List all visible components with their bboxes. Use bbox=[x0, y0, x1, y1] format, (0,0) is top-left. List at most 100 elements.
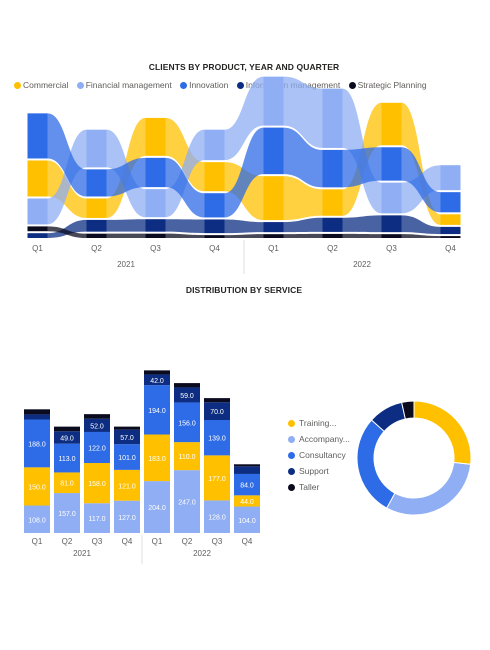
ribbon-chart-card: CLIENTS BY PRODUCT, YEAR AND QUARTER Com… bbox=[8, 52, 480, 278]
legend-item-innovation[interactable]: Innovation bbox=[180, 80, 228, 90]
bar-segment-consultancy bbox=[84, 431, 110, 464]
bar-segment-consultancy bbox=[234, 473, 260, 496]
donut-chart-plot bbox=[356, 400, 472, 516]
legend-label: Consultancy bbox=[299, 450, 346, 460]
ribbon-bar-financial-management bbox=[86, 129, 107, 168]
ribbon-bar-information-management bbox=[263, 222, 284, 233]
legend-item-financial-management[interactable]: Financial management bbox=[76, 80, 172, 90]
data-label: 157.0 bbox=[58, 511, 76, 518]
bar-segment-accompany bbox=[204, 500, 230, 533]
ribbon-financial-management bbox=[224, 76, 264, 161]
ribbon-information-management bbox=[106, 219, 146, 232]
legend-item-training[interactable]: Training... bbox=[288, 418, 350, 428]
legend-dot-financial-management bbox=[76, 81, 84, 89]
x-tick-label: Q3 bbox=[386, 244, 397, 253]
legend-item-strategic-planning[interactable]: Strategic Planning bbox=[348, 80, 427, 90]
bar-segment-support bbox=[24, 414, 50, 420]
ribbon-innovation bbox=[342, 147, 382, 188]
ribbon-bar-commercial bbox=[440, 214, 461, 225]
x-tick-label: Q2 bbox=[91, 244, 102, 253]
data-label: 57.0 bbox=[120, 435, 134, 442]
bar-segment-taller bbox=[234, 464, 260, 467]
legend-item-consultancy[interactable]: Consultancy bbox=[288, 450, 350, 460]
bar-segment-training bbox=[234, 495, 260, 507]
ribbon-bar-innovation bbox=[322, 149, 343, 188]
bar-segment-consultancy bbox=[144, 385, 170, 435]
bar-segment-taller bbox=[144, 370, 170, 375]
ribbon-bar-innovation bbox=[440, 192, 461, 213]
ribbon-bar-strategic-planning bbox=[440, 236, 461, 238]
ribbon-bar-financial-management bbox=[381, 182, 402, 214]
ribbon-strategic-planning bbox=[342, 233, 382, 238]
ribbon-strategic-planning bbox=[283, 233, 323, 238]
ribbon-bar-innovation bbox=[381, 147, 402, 181]
ribbon-bar-commercial bbox=[204, 162, 225, 192]
bar-segment-accompany bbox=[234, 506, 260, 533]
ribbon-information-management bbox=[283, 217, 323, 233]
data-label: 59.0 bbox=[180, 393, 194, 400]
data-label: 117.0 bbox=[89, 516, 106, 523]
ribbon-bar-strategic-planning bbox=[27, 226, 48, 232]
donut-slice-taller bbox=[401, 400, 415, 420]
ribbon-bar-financial-management bbox=[263, 76, 284, 126]
ribbon-innovation bbox=[283, 127, 323, 188]
ribbon-bar-commercial bbox=[86, 198, 107, 218]
legend-item-commercial[interactable]: Commercial bbox=[14, 80, 68, 90]
data-label: 156.0 bbox=[178, 420, 196, 427]
ribbon-chart-plot: Q1 Q2 Q3 Q4 Q1 Q2 Q3 Q4 2021 2022 bbox=[27, 76, 461, 274]
ribbon-information-management bbox=[224, 219, 264, 234]
ribbon-innovation bbox=[47, 113, 87, 197]
bar-segment-accompany bbox=[54, 493, 80, 533]
bar-segment-taller bbox=[204, 398, 230, 403]
legend-dot-information-management bbox=[236, 81, 244, 89]
ribbon-bar-innovation bbox=[86, 169, 107, 197]
legend-item-accompany[interactable]: Accompany... bbox=[288, 434, 350, 444]
ribbon-commercial bbox=[283, 176, 323, 221]
data-label: 177.0 bbox=[208, 476, 226, 483]
bar-segment-training bbox=[114, 469, 140, 501]
ribbon-bar-information-management bbox=[204, 219, 225, 234]
bar-segment-support bbox=[84, 418, 110, 432]
legend-dot-support bbox=[288, 467, 295, 475]
data-label: 42.0 bbox=[150, 378, 164, 385]
data-label: 44.0 bbox=[240, 499, 254, 506]
bar-segment-support bbox=[54, 431, 80, 444]
legend-label: Taller bbox=[299, 482, 320, 492]
ribbon-innovation bbox=[106, 157, 146, 197]
bar-segment-taller bbox=[114, 426, 140, 430]
legend-dot-taller bbox=[288, 483, 295, 491]
ribbon-innovation bbox=[401, 147, 441, 213]
legend-label: Support bbox=[299, 466, 329, 476]
ribbon-bar-innovation bbox=[145, 157, 166, 188]
bar-segment-consultancy bbox=[174, 402, 200, 443]
ribbon-bar-strategic-planning bbox=[86, 233, 107, 238]
legend-label: Innovation bbox=[189, 80, 229, 90]
bar-segment-training bbox=[174, 442, 200, 471]
legend-dot-consultancy bbox=[288, 451, 295, 459]
data-label: 183.0 bbox=[148, 456, 166, 463]
ribbon-bar-commercial bbox=[381, 102, 402, 146]
donut-slice-training bbox=[413, 400, 472, 465]
legend-item-support[interactable]: Support bbox=[288, 466, 350, 476]
legend-item-taller[interactable]: Taller bbox=[288, 482, 350, 492]
distribution-chart-title: DISTRIBUTION BY SERVICE bbox=[185, 285, 303, 295]
x-group-label: 2021 bbox=[73, 549, 91, 558]
bar-segment-training bbox=[54, 472, 80, 494]
bar-segment-taller bbox=[84, 414, 110, 419]
x-tick-label: Q4 bbox=[209, 244, 220, 253]
x-tick-label: Q3 bbox=[150, 244, 161, 253]
ribbon-bar-financial-management bbox=[145, 189, 166, 218]
data-label: 108.0 bbox=[28, 517, 46, 524]
data-label: 101.0 bbox=[118, 455, 136, 462]
ribbon-bar-commercial bbox=[145, 117, 166, 156]
ribbon-bar-information-management bbox=[322, 217, 343, 232]
data-label: 128.0 bbox=[208, 515, 226, 522]
data-label: 127.0 bbox=[118, 515, 136, 522]
x-tick-label: Q4 bbox=[122, 537, 133, 546]
data-label: 113.0 bbox=[59, 456, 76, 463]
legend-dot-training bbox=[288, 419, 295, 427]
ribbon-bar-strategic-planning bbox=[204, 235, 225, 238]
legend-dot-strategic-planning bbox=[348, 81, 356, 89]
bar-segment-accompany bbox=[84, 503, 110, 533]
ribbon-innovation bbox=[165, 157, 205, 218]
